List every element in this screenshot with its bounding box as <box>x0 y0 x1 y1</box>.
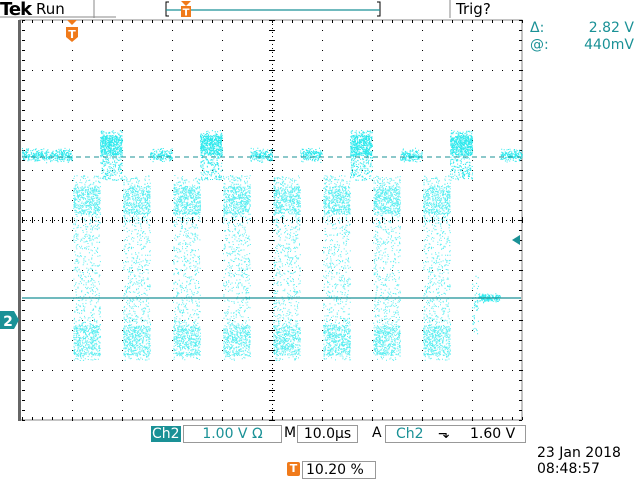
trace-segment-base <box>500 148 523 163</box>
ch2-ground-marker[interactable]: 2 <box>0 311 19 330</box>
brand-logo: Tek <box>0 0 32 20</box>
trace-dots <box>123 175 151 361</box>
date: 23 Jan 2018 <box>537 445 621 461</box>
trigger-mode: A <box>372 425 382 441</box>
trace-dots <box>423 175 451 361</box>
trigger-position[interactable]: 10.20 % <box>302 461 376 479</box>
trace-segment-high <box>100 130 123 181</box>
falling-edge-icon: ⬎ <box>438 426 450 442</box>
trace-segment-low <box>373 175 401 361</box>
trace-segment-low <box>423 175 451 361</box>
trace-dots <box>400 147 423 163</box>
graticule-dots <box>22 20 523 421</box>
trace-dots <box>273 175 301 361</box>
trace-dots <box>450 130 473 181</box>
trigger-position-marker-icon: T <box>181 1 191 19</box>
trigger-position-icon: T <box>287 462 300 476</box>
trace-dots <box>73 175 101 361</box>
time-per-div[interactable]: 10.0µs <box>297 425 358 443</box>
svg-text:2: 2 <box>3 314 13 330</box>
trace-dots <box>250 147 273 163</box>
trace-segment-base <box>250 147 273 163</box>
ch2-trace <box>22 130 523 361</box>
trigger-level-arrow-icon[interactable] <box>512 235 520 245</box>
graticule <box>18 19 523 421</box>
svg-text:T: T <box>68 28 76 41</box>
trace-dots <box>200 130 223 181</box>
trigger-settings[interactable]: Ch2 ⬎ 1.60 V <box>385 425 526 443</box>
trigger-source: Ch2 <box>396 426 424 442</box>
channel-label[interactable]: Ch2 <box>151 426 181 442</box>
acquisition-status: Run <box>36 0 65 18</box>
trace-dots <box>323 175 351 361</box>
cursor-at-label: @: <box>530 37 549 53</box>
trace-segment-high <box>350 130 373 181</box>
trace-dots <box>300 147 323 163</box>
cursor-delta-value: 2.82 V <box>588 20 634 36</box>
trigger-time-marker-icon[interactable]: T <box>66 20 78 42</box>
trace-dots <box>373 175 401 361</box>
trace-segment-low <box>223 175 251 361</box>
trace-segment-base <box>150 148 173 163</box>
trigger-status: Trig? <box>456 0 491 18</box>
trace-segment-low <box>73 175 101 361</box>
volts-per-div[interactable]: 1.00 V Ω <box>183 425 282 443</box>
trace-segment-low <box>173 175 201 361</box>
trace-segment-high <box>200 130 223 181</box>
trace-dots <box>173 175 201 361</box>
trace-segment-base <box>300 147 323 163</box>
trace-segment-low <box>273 175 301 361</box>
time: 08:48:57 <box>537 461 600 477</box>
trace-dots <box>100 130 123 181</box>
record-view-bar: T <box>165 1 381 19</box>
timebase-label: M <box>284 425 297 441</box>
trace-segment-base <box>400 147 423 163</box>
trace-dots <box>472 275 479 335</box>
trace-dots <box>150 148 173 163</box>
graticule-left-edge <box>18 20 21 421</box>
cursor-delta-label: Δ: <box>530 20 545 36</box>
trace-dots <box>500 148 523 163</box>
trace-segment-spike <box>472 275 479 335</box>
trace-segment-low <box>123 175 151 361</box>
cursor-at-value: 440mV <box>584 37 634 53</box>
trace-segment-base <box>22 147 73 164</box>
trace-dots <box>223 175 251 361</box>
trace-dots <box>22 147 73 164</box>
trigger-level: 1.60 V <box>470 426 516 442</box>
svg-text:T: T <box>183 8 190 19</box>
trace-segment-low <box>323 175 351 361</box>
trace-dots <box>350 130 373 181</box>
trace-segment-high <box>450 130 473 181</box>
